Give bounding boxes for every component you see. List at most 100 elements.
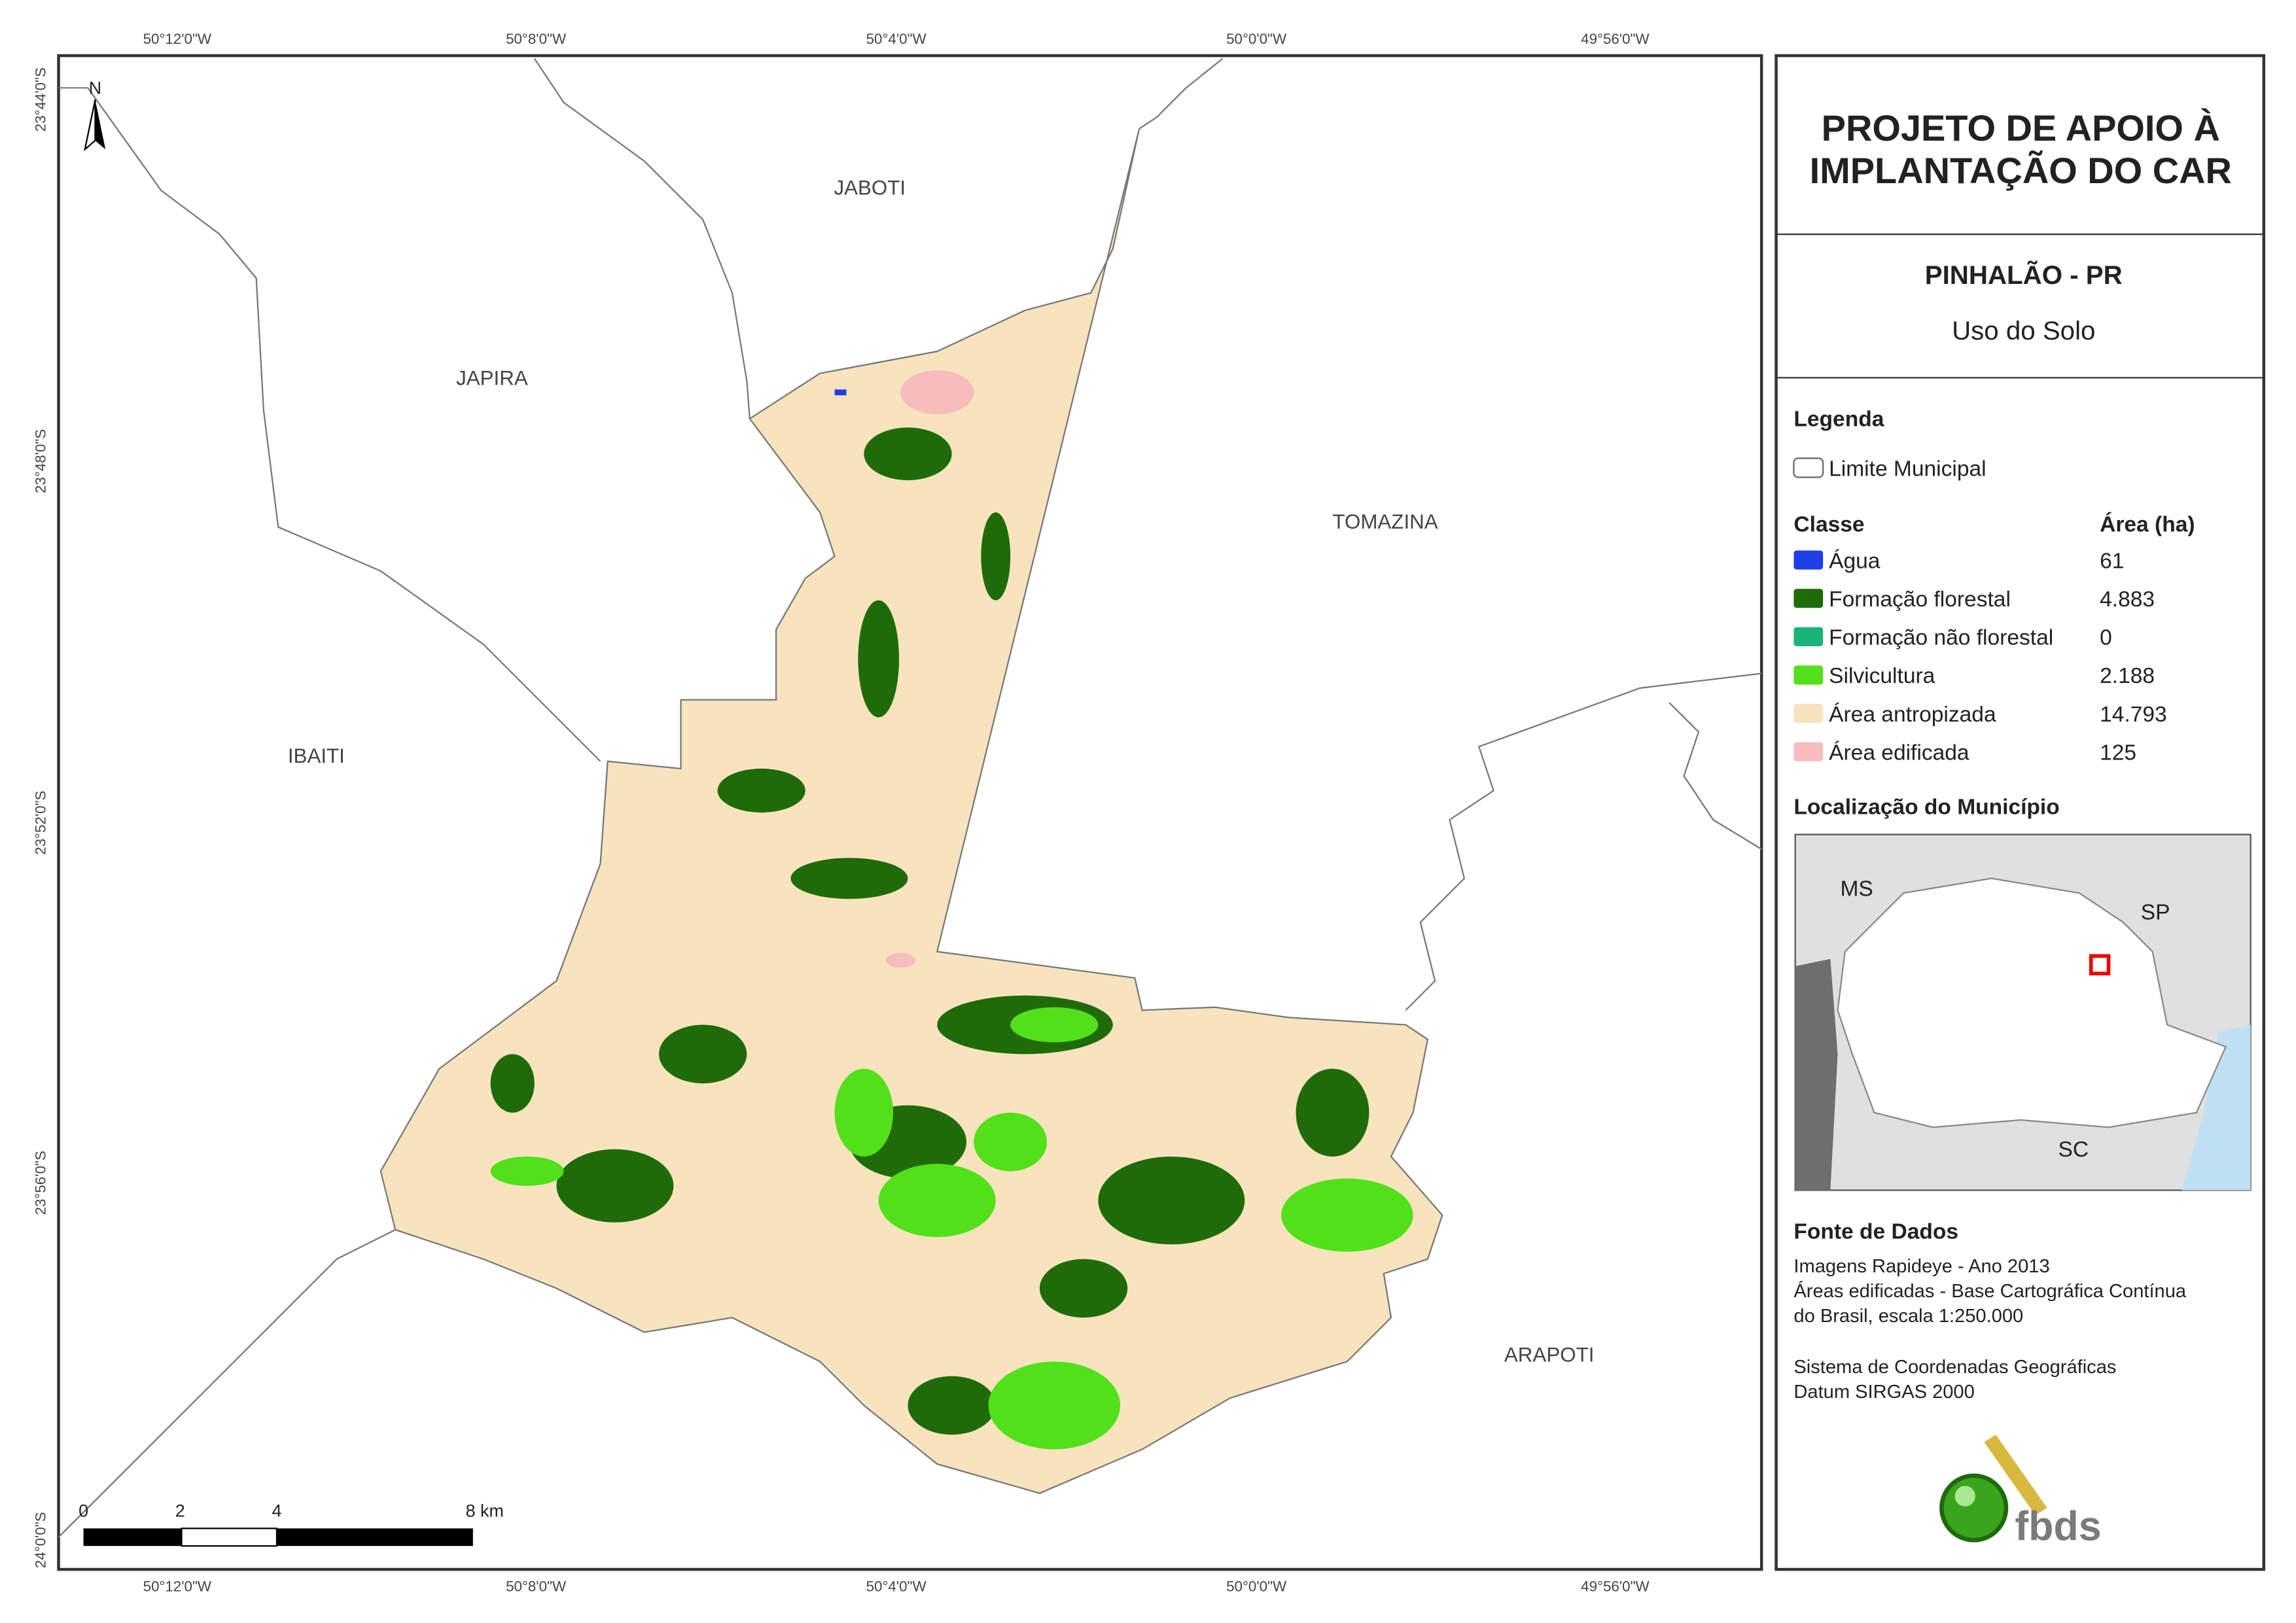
shape [1281, 1178, 1413, 1252]
legend-class: Formação não florestal [1829, 626, 2053, 650]
legend-class: Área edificada [1829, 741, 1969, 765]
shape [1984, 1435, 2047, 1516]
shape [864, 427, 952, 481]
shape [556, 1149, 674, 1223]
legend-swatch [1793, 627, 1824, 646]
shape [858, 600, 900, 718]
label: 50°4'0"W [866, 1579, 927, 1595]
legend-swatch [1793, 665, 1824, 685]
label: 8 km [466, 1501, 504, 1520]
land-use [380, 128, 1443, 1494]
shape [276, 1528, 473, 1546]
legend-rows: Água 61 Formação florestal 4.883 Formação nã… [1793, 549, 2167, 765]
label: JABOTI [834, 177, 906, 200]
water [834, 389, 847, 396]
legend-area: 61 [2100, 549, 2124, 573]
shape [1098, 1156, 1245, 1245]
label: 50°0'0"W [1226, 1579, 1287, 1595]
shape [490, 1156, 564, 1186]
label: 50°8'0"W [506, 1579, 567, 1595]
shape [790, 858, 908, 899]
legend-area: 125 [2100, 741, 2136, 765]
municipal-boundary [1669, 702, 1762, 850]
label: SC [2058, 1138, 2089, 1162]
source-line: Áreas edificadas - Base Cartográfica Con… [1793, 1280, 2186, 1302]
location-title: Localização do Município [1793, 795, 2059, 819]
shape [2181, 1024, 2251, 1191]
shape [878, 1164, 996, 1238]
north-arrow: N [84, 78, 106, 152]
label: IBAITI [288, 744, 345, 767]
shape [717, 768, 805, 813]
shape [981, 512, 1011, 601]
boundaries [58, 58, 1762, 1538]
location-inset: MS SP SC [1794, 833, 2252, 1191]
title: PROJETO DE APOIO À [1822, 107, 2220, 148]
municipal-boundary [533, 58, 751, 419]
shape [908, 1376, 996, 1435]
label: MS [1840, 877, 1873, 901]
legend-swatch [1793, 550, 1824, 570]
shape [83, 1528, 182, 1546]
legend-swatch [1793, 742, 1824, 761]
silviculture-patches [490, 1007, 1413, 1450]
shape [1837, 877, 2227, 1128]
shape [95, 99, 106, 150]
label: 23°56'0"S [32, 1151, 48, 1215]
label: 0 [79, 1501, 88, 1520]
source-line: do Brasil, escala 1:250.000 [1793, 1306, 2023, 1327]
graticule-labels: 50°12'0"W 50°8'0"W 50°4'0"W 50°0'0"W 49°… [32, 31, 1650, 1594]
label: 50°12'0"W [143, 31, 212, 47]
label: TOMAZINA [1332, 510, 1438, 533]
shape [1010, 1007, 1099, 1043]
label: SP [2141, 900, 2170, 924]
shape [181, 1527, 278, 1547]
class-header: Classe [1793, 512, 1864, 536]
place-labels: JABOTI JAPIRA TOMAZINA IBAITI ARAPOTI [288, 177, 1595, 1367]
shape [1795, 958, 1838, 1191]
label: 50°8'0"W [506, 31, 567, 47]
shape [659, 1024, 747, 1084]
legend-area: 14.793 [2100, 703, 2167, 727]
subtitle: Uso do Solo [1952, 316, 2095, 345]
logo: fbds [1939, 1435, 2102, 1549]
legend-class: Formação florestal [1829, 587, 2011, 612]
boundary-label: Limite Municipal [1829, 457, 1987, 481]
legend-swatch [1793, 589, 1824, 608]
label: JAPIRA [456, 367, 528, 390]
crs-line: Sistema de Coordenadas Geográficas [1793, 1357, 2116, 1378]
municipal-boundary [1405, 672, 1762, 1011]
label: 24°0'0"S [32, 1512, 48, 1568]
shape [490, 1054, 535, 1113]
label: fbds [2015, 1503, 2101, 1549]
area-header: Área (ha) [2100, 512, 2195, 536]
label: 49°56'0"W [1581, 1579, 1650, 1595]
label: 23°44'0"S [32, 67, 48, 131]
legend-class: Água [1829, 549, 1881, 573]
label: 50°4'0"W [866, 31, 927, 47]
north-label: N [89, 78, 101, 97]
legend-area: 2.188 [2100, 664, 2155, 688]
side-panel [1775, 54, 2266, 1571]
crs-line: Datum SIRGAS 2000 [1793, 1382, 1974, 1403]
legend-class: Área antropizada [1829, 703, 1996, 727]
label: 4 [272, 1501, 281, 1520]
shape [988, 1361, 1120, 1450]
label: 49°56'0"W [1581, 31, 1650, 47]
shape [1296, 1068, 1369, 1157]
municipal-boundary [1139, 58, 1224, 130]
municipal-boundary [58, 87, 601, 762]
label: 23°52'0"S [32, 791, 48, 855]
label: 2 [175, 1501, 185, 1520]
legend-class: Silvicultura [1829, 664, 1935, 688]
scale-bar: 0 2 4 8 km [79, 1501, 504, 1547]
shape [1954, 1486, 1975, 1507]
municipality-area [380, 128, 1443, 1494]
urban-area [900, 370, 974, 415]
shape [2089, 954, 2111, 976]
label: ARAPOTI [1504, 1343, 1595, 1366]
legend-swatch [1793, 704, 1824, 724]
label: 50°0'0"W [1226, 31, 1287, 47]
